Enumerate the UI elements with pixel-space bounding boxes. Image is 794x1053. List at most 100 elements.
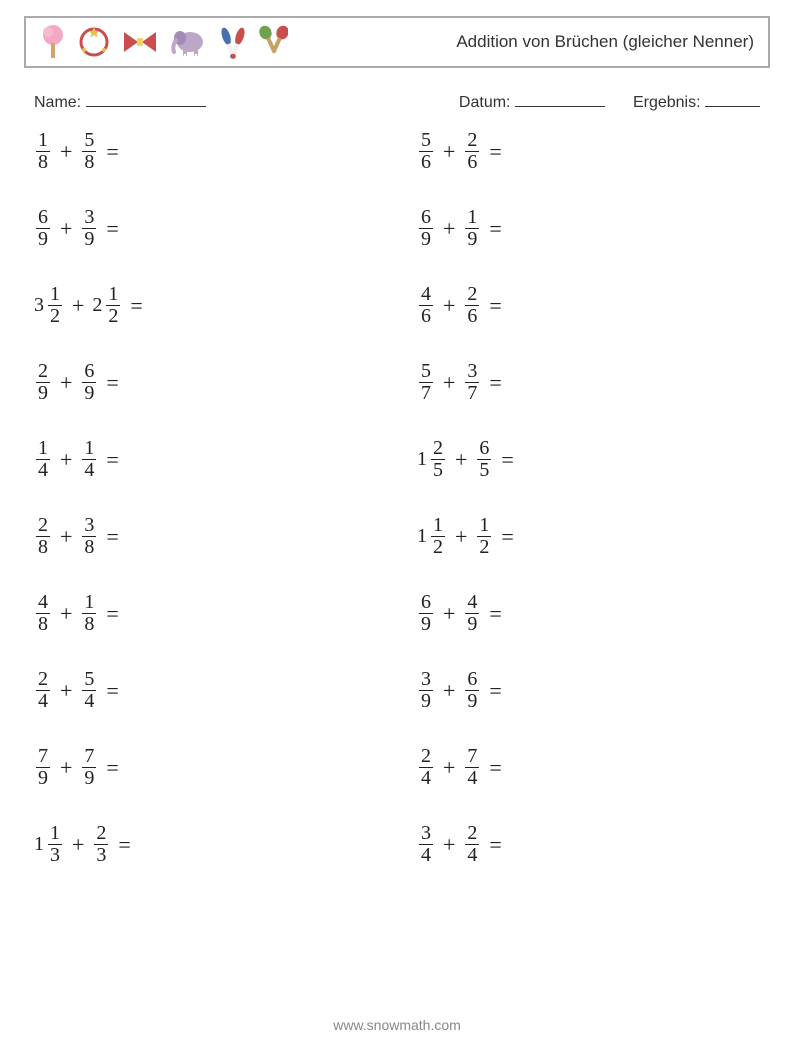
denominator: 9 — [419, 690, 433, 712]
date-field: Datum: — [459, 90, 605, 112]
denominator: 9 — [36, 767, 50, 789]
equals-sign: = — [489, 293, 501, 319]
fraction-problem: 39+69= — [417, 669, 760, 712]
fraction: 69 — [419, 207, 433, 250]
numerator: 4 — [36, 592, 50, 613]
denominator: 3 — [48, 844, 62, 866]
denominator: 2 — [48, 305, 62, 327]
fraction: 74 — [465, 746, 479, 789]
plus-sign: + — [443, 293, 455, 319]
plus-sign: + — [60, 524, 72, 550]
numerator: 6 — [36, 207, 50, 228]
denominator: 9 — [465, 228, 479, 250]
denominator: 9 — [36, 382, 50, 404]
date-blank[interactable] — [515, 90, 605, 107]
fraction-problem: 29+69= — [34, 361, 377, 404]
fraction: 54 — [82, 669, 96, 712]
numerator: 3 — [419, 823, 433, 844]
name-field: Name: — [34, 90, 206, 112]
plus-sign: + — [443, 755, 455, 781]
numerator: 1 — [465, 207, 479, 228]
fraction-problem: 24+54= — [34, 669, 377, 712]
equals-sign: = — [489, 755, 501, 781]
fraction: 19 — [465, 207, 479, 250]
fraction: 69 — [82, 361, 96, 404]
denominator: 4 — [82, 690, 96, 712]
equals-sign: = — [106, 447, 118, 473]
fraction-problem: 34+24= — [417, 823, 760, 866]
denominator: 9 — [82, 382, 96, 404]
denominator: 9 — [82, 228, 96, 250]
plus-sign: + — [72, 293, 84, 319]
result-blank[interactable] — [705, 90, 760, 107]
equals-sign: = — [489, 678, 501, 704]
fraction: 46 — [419, 284, 433, 327]
numerator: 1 — [36, 130, 50, 151]
cotton-candy-icon — [40, 24, 66, 60]
fraction-problem: 28+38= — [34, 515, 377, 558]
fraction-problem: 312+212= — [34, 284, 377, 327]
equals-sign: = — [489, 601, 501, 627]
numerator: 6 — [82, 361, 96, 382]
circus-hoop-icon — [78, 24, 110, 60]
fraction: 14 — [36, 438, 50, 481]
fraction: 12 — [48, 284, 62, 327]
fraction: 58 — [82, 130, 96, 173]
fraction-problem: 56+26= — [417, 130, 760, 173]
numerator: 5 — [82, 669, 96, 690]
denominator: 5 — [477, 459, 491, 481]
equals-sign: = — [106, 139, 118, 165]
plus-sign: + — [455, 447, 467, 473]
fraction: 34 — [419, 823, 433, 866]
denominator: 4 — [465, 767, 479, 789]
numerator: 2 — [465, 130, 479, 151]
fraction: 69 — [465, 669, 479, 712]
fraction: 26 — [465, 130, 479, 173]
plus-sign: + — [60, 216, 72, 242]
equals-sign: = — [489, 832, 501, 858]
fraction: 12 — [431, 515, 445, 558]
footer-link: www.snowmath.com — [0, 1017, 794, 1033]
plus-sign: + — [60, 678, 72, 704]
name-blank[interactable] — [86, 90, 206, 107]
denominator: 2 — [106, 305, 120, 327]
fraction: 39 — [419, 669, 433, 712]
numerator: 1 — [48, 284, 62, 305]
fraction-problem: 57+37= — [417, 361, 760, 404]
denominator: 4 — [36, 459, 50, 481]
numerator: 1 — [82, 592, 96, 613]
denominator: 8 — [36, 536, 50, 558]
numerator: 2 — [36, 669, 50, 690]
equals-sign: = — [489, 139, 501, 165]
denominator: 5 — [431, 459, 445, 481]
denominator: 6 — [419, 151, 433, 173]
plus-sign: + — [455, 524, 467, 550]
equals-sign: = — [106, 601, 118, 627]
fraction: 79 — [82, 746, 96, 789]
fraction: 65 — [477, 438, 491, 481]
numerator: 4 — [465, 592, 479, 613]
equals-sign: = — [106, 370, 118, 396]
numerator: 5 — [82, 130, 96, 151]
numerator: 6 — [465, 669, 479, 690]
plus-sign: + — [443, 832, 455, 858]
denominator: 4 — [419, 767, 433, 789]
equals-sign: = — [118, 832, 130, 858]
fraction: 56 — [419, 130, 433, 173]
worksheet-page: Addition von Brüchen (gleicher Nenner) N… — [0, 0, 794, 1053]
equals-sign: = — [106, 216, 118, 242]
equals-sign: = — [501, 447, 513, 473]
fraction: 18 — [82, 592, 96, 635]
whole-number: 3 — [34, 294, 44, 317]
numerator: 3 — [82, 515, 96, 536]
fraction: 13 — [48, 823, 62, 866]
fraction-problem: 112+12= — [417, 515, 760, 558]
equals-sign: = — [106, 524, 118, 550]
fraction: 69 — [419, 592, 433, 635]
fraction: 79 — [36, 746, 50, 789]
name-label: Name: — [34, 94, 81, 111]
equals-sign: = — [501, 524, 513, 550]
numerator: 2 — [36, 361, 50, 382]
denominator: 9 — [36, 228, 50, 250]
denominator: 9 — [419, 228, 433, 250]
